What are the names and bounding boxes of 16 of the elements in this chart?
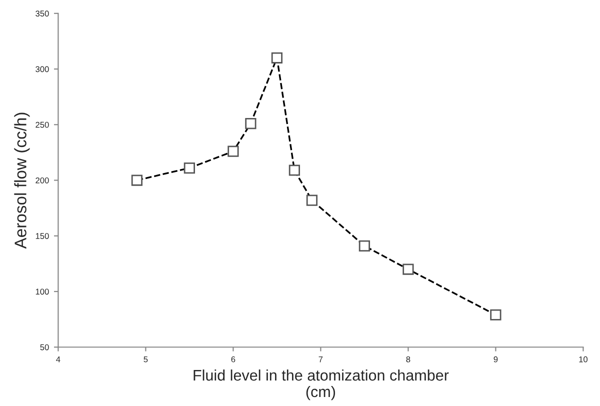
x-tick-label: 5 (144, 356, 148, 362)
x-tick-label: 4 (56, 356, 60, 362)
x-tick-label: 9 (494, 356, 498, 362)
x-tick-label: 6 (231, 356, 236, 362)
y-tick-label: 150 (36, 233, 49, 239)
x-tick-label: 10 (579, 356, 588, 362)
y-tick-label: 100 (36, 288, 49, 295)
x-axis-title: Fluid level in the atomization chamber (cm) (194, 369, 449, 400)
y-tick-label: 250 (36, 122, 49, 128)
y-tick-label: 350 (36, 10, 49, 16)
x-tick-label: 7 (318, 356, 323, 362)
y-tick-label: 200 (36, 177, 49, 184)
y-axis-title: Aerosol flow (cc/h) (14, 112, 30, 249)
y-tick-label: 50 (40, 344, 49, 350)
x-tick-label: 8 (406, 356, 410, 362)
y-tick-label: 300 (36, 66, 49, 72)
